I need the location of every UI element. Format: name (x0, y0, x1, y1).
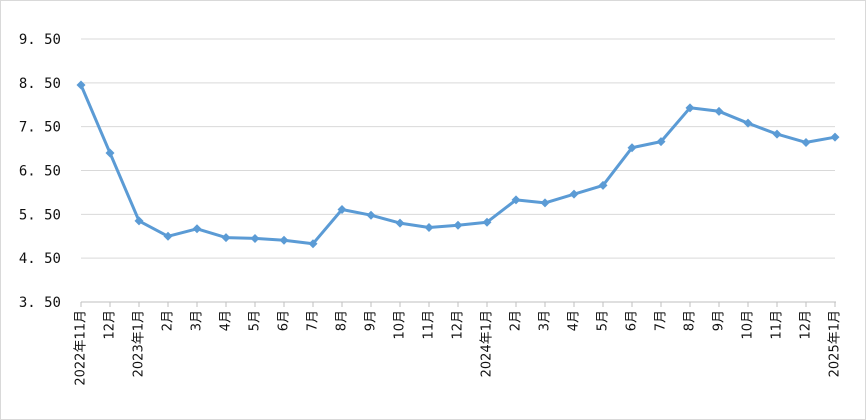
x-tick-label: 11月 (422, 310, 437, 340)
data-point (685, 103, 695, 113)
x-tick-label: 8月 (335, 310, 350, 331)
data-point (598, 180, 608, 190)
data-point (192, 224, 202, 234)
data-point (627, 143, 637, 153)
y-tick-label: 6. 50 (19, 164, 61, 180)
data-point (714, 106, 724, 116)
data-point (250, 233, 260, 243)
data-point (308, 239, 318, 249)
x-tick-label: 9月 (712, 310, 727, 331)
series-line (79, 83, 837, 246)
x-tick-label: 3月 (538, 310, 553, 331)
x-tick-label: 12月 (799, 310, 814, 340)
y-tick-label: 7. 50 (19, 120, 61, 136)
data-point (105, 148, 115, 158)
x-tick-label: 2024年1月 (480, 310, 495, 377)
series-markers (76, 80, 840, 249)
x-tick-label: 6月 (625, 310, 640, 331)
y-tick-label: 5. 50 (19, 207, 61, 223)
y-axis-tick-labels: 3. 50 4. 50 5. 50 6. 50 7. 50 8. 50 9. 50 (19, 32, 61, 311)
data-point (424, 222, 434, 232)
x-tick-label: 4月 (219, 310, 234, 331)
x-tick-label: 11月 (770, 310, 785, 340)
y-tick-label: 3. 50 (19, 295, 61, 311)
data-point (366, 210, 376, 220)
data-point (511, 195, 521, 205)
data-point (134, 216, 144, 226)
data-point (743, 118, 753, 128)
x-tick-label: 10月 (393, 310, 408, 340)
y-tick-label: 4. 50 (19, 251, 61, 267)
data-point (279, 235, 289, 245)
x-axis-ticks (80, 302, 836, 307)
x-axis-tick-labels: 2022年11月 12月 2023年1月 2月 3月 4月 5月 6月 7月 8月 9月 10月 11月… (74, 310, 843, 386)
x-tick-label: 2023年1月 (132, 310, 147, 377)
y-tick-label: 9. 50 (19, 32, 61, 48)
x-tick-label: 7月 (306, 310, 321, 331)
data-point (656, 137, 666, 147)
data-point (76, 80, 86, 90)
data-point (540, 198, 550, 208)
data-point (163, 231, 173, 241)
data-point (395, 218, 405, 228)
x-tick-label: 2025年1月 (828, 310, 843, 377)
x-tick-label: 10月 (741, 310, 756, 340)
x-tick-label: 2022年11月 (74, 310, 89, 386)
data-point (482, 217, 492, 227)
x-tick-label: 7月 (654, 310, 669, 331)
x-tick-label: 12月 (103, 310, 118, 340)
x-tick-label: 5月 (248, 310, 263, 331)
x-tick-label: 12月 (451, 310, 466, 340)
x-tick-label: 2月 (161, 310, 176, 331)
data-point (830, 132, 840, 142)
x-tick-label: 2月 (509, 310, 524, 331)
x-tick-label: 6月 (277, 310, 292, 331)
data-point (569, 189, 579, 199)
data-point (337, 205, 347, 215)
x-tick-label: 5月 (596, 310, 611, 331)
x-tick-label: 4月 (567, 310, 582, 331)
data-point (221, 233, 231, 243)
gridlines (81, 38, 835, 259)
x-tick-label: 9月 (364, 310, 379, 331)
data-point (801, 137, 811, 147)
data-point (772, 129, 782, 139)
data-point (453, 220, 463, 230)
x-tick-label: 8月 (683, 310, 698, 331)
x-tick-label: 3月 (190, 310, 205, 331)
y-tick-label: 8. 50 (19, 76, 61, 92)
